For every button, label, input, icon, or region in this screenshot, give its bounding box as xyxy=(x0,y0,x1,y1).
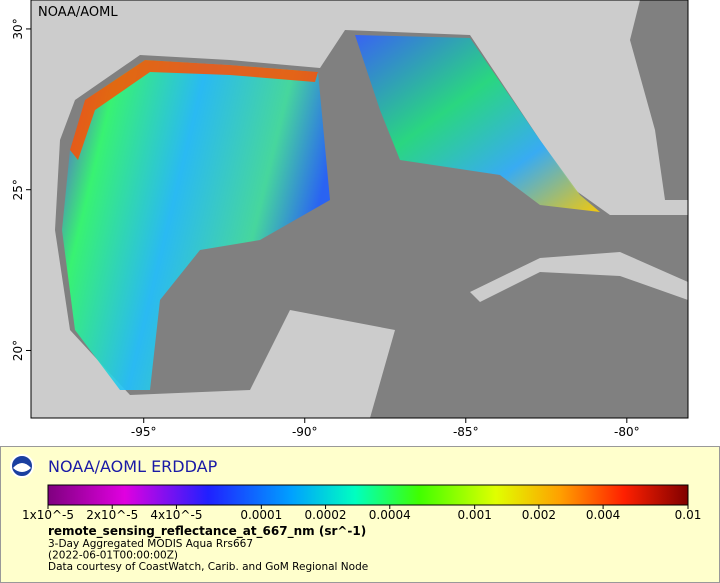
x-tick-label: -80° xyxy=(614,425,640,439)
colorbar-tick-label: 0.0002 xyxy=(305,508,347,522)
noaa-logo xyxy=(13,463,31,472)
colorbar xyxy=(47,484,689,506)
legend-line: 3-Day Aggregated MODIS Aqua Rrs667 xyxy=(48,538,253,550)
land xyxy=(470,252,688,302)
y-tick-label: 25° xyxy=(11,179,25,200)
legend-title: NOAA/AOML ERDDAP xyxy=(48,457,218,476)
ocean xyxy=(630,0,688,200)
colorbar-tick-label: 0.0004 xyxy=(369,508,411,522)
colorbar-tick-label: 2x10^-5 xyxy=(86,508,138,522)
colorbar-tick-label: 0.002 xyxy=(522,508,556,522)
watermark: NOAA/AOML xyxy=(38,5,118,20)
x-tick-label: -90° xyxy=(292,425,318,439)
colorbar-tick-label: 0.01 xyxy=(675,508,702,522)
colorbar-tick-label: 0.004 xyxy=(586,508,620,522)
data-swath xyxy=(355,35,600,212)
variable-name: remote_sensing_reflectance_at_667_nm (sr… xyxy=(48,524,366,539)
colorbar-tick-label: 1x10^-5 xyxy=(22,508,74,522)
colorbar-tick-label: 0.001 xyxy=(457,508,491,522)
data-swath xyxy=(62,60,330,390)
colorbar-tick-label: 0.0001 xyxy=(240,508,282,522)
y-tick-label: 20° xyxy=(11,340,25,361)
x-tick-label: -85° xyxy=(453,425,479,439)
x-tick-label: -95° xyxy=(131,425,157,439)
y-tick-label: 30° xyxy=(11,18,25,39)
map-area: NOAA/AOML xyxy=(30,0,689,419)
legend: NOAA/AOML ERDDAP remote_sensing_reflecta… xyxy=(0,446,720,583)
colorbar-tick-label: 4x10^-5 xyxy=(150,508,202,522)
legend-line: Data courtesy of CoastWatch, Carib. and … xyxy=(48,561,368,573)
map-frame xyxy=(30,0,689,419)
legend-line: (2022-06-01T00:00:00Z) xyxy=(48,550,178,562)
